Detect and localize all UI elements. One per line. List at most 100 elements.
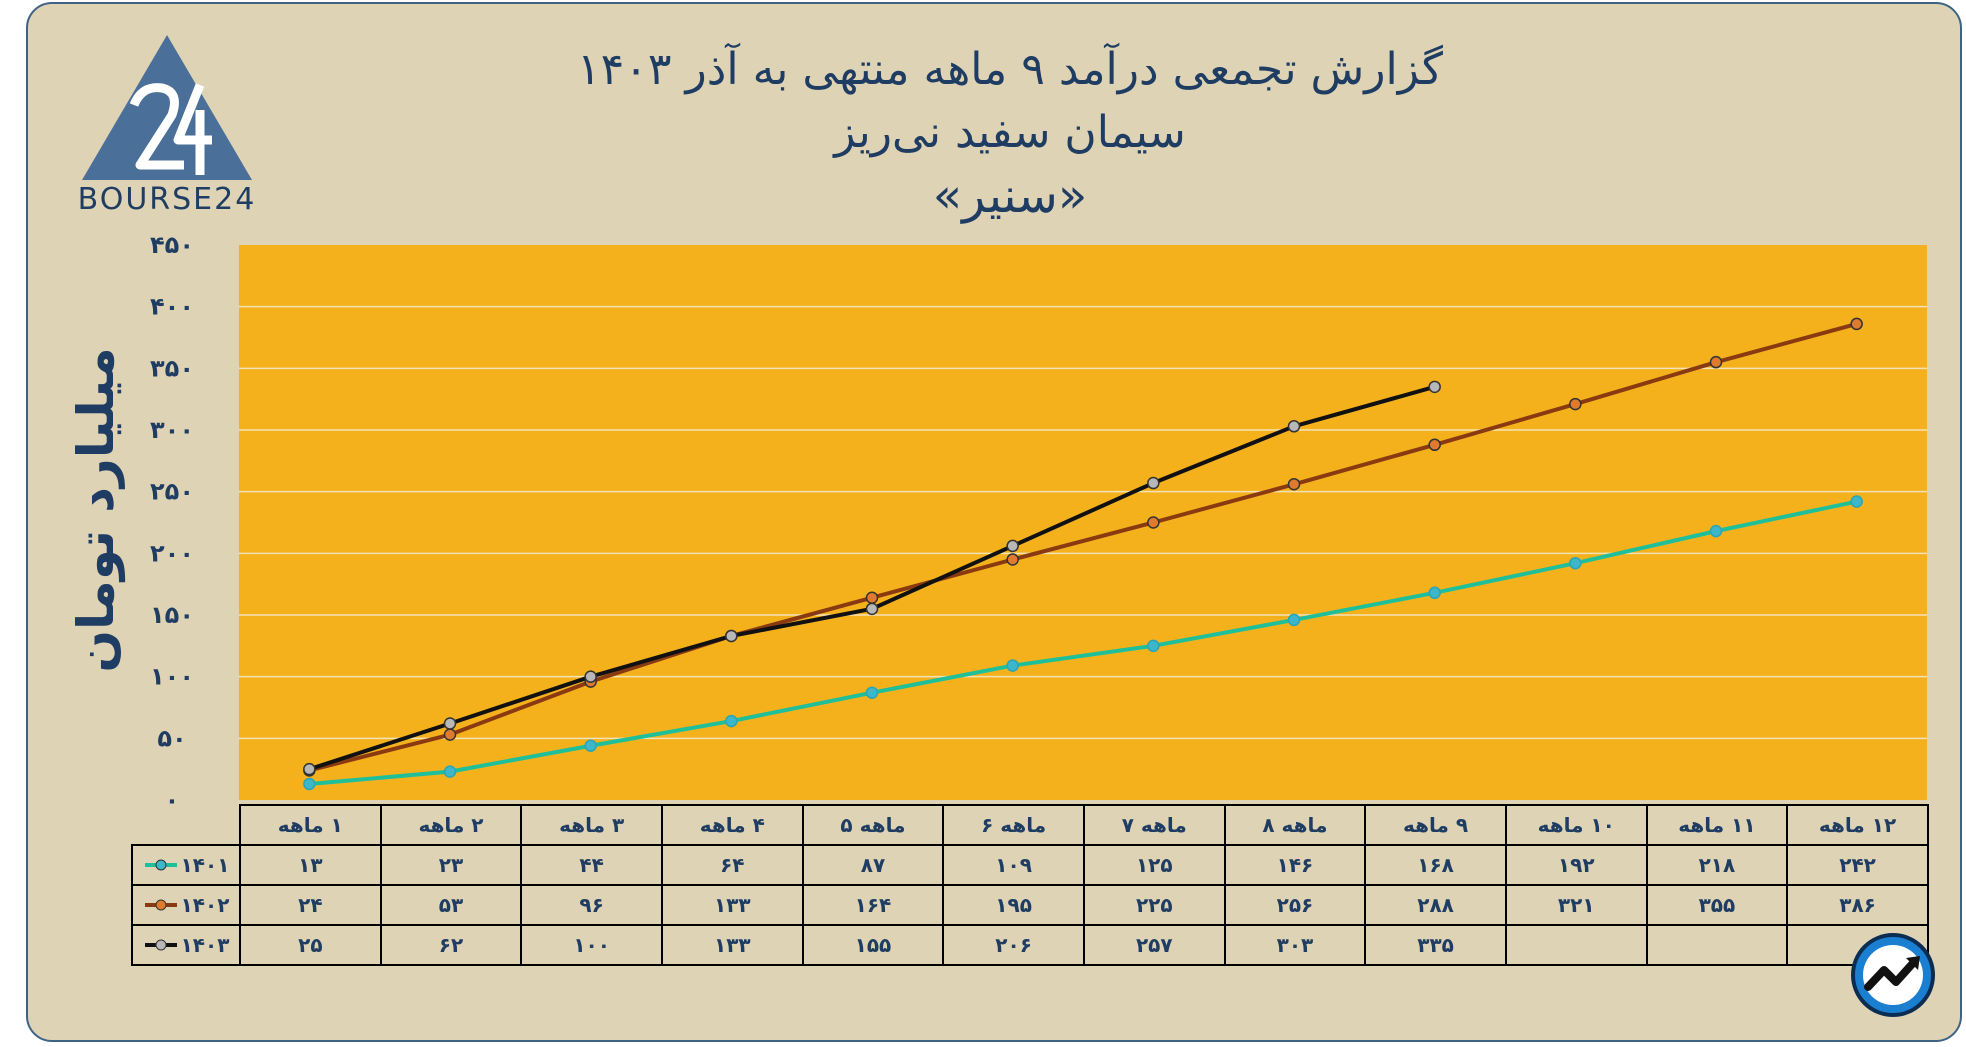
data-point bbox=[303, 777, 316, 791]
category-header: ۱۱ ماهه bbox=[1645, 804, 1789, 846]
y-tick-label: ۱۵۰ bbox=[150, 601, 194, 629]
bourse24-logo bbox=[82, 35, 252, 180]
legend-swatch bbox=[144, 939, 177, 951]
table-cell: ۳۲۱ bbox=[1504, 884, 1648, 926]
data-point bbox=[1287, 613, 1301, 627]
data-point bbox=[443, 717, 457, 730]
table-cell bbox=[1504, 924, 1648, 966]
category-header: ۲ ماهه bbox=[379, 804, 523, 846]
y-tick-label: ۴۵۰ bbox=[150, 231, 194, 259]
data-point bbox=[1569, 397, 1582, 411]
y-tick-label: ۴۰۰ bbox=[150, 293, 194, 321]
table-cell: ۱۹۵ bbox=[942, 884, 1085, 926]
table-cell: ۵۳ bbox=[379, 884, 523, 926]
table-corner bbox=[132, 805, 241, 846]
table-cell: ۱۰۰ bbox=[520, 924, 663, 966]
data-point bbox=[1569, 556, 1582, 570]
logo-text: BOURSE24 bbox=[77, 182, 257, 217]
table-cell: ۱۵۵ bbox=[801, 924, 945, 966]
table-cell: ۴۴ bbox=[520, 844, 663, 886]
title-line-1: گزارش تجمعی درآمد ۹ ماهه منتهی به آذر ۱۴… bbox=[577, 44, 1443, 95]
data-point bbox=[1006, 659, 1019, 672]
table-cell: ۳۵۵ bbox=[1645, 884, 1789, 926]
title-line-3: «سنیر» bbox=[932, 168, 1088, 224]
table-cell: ۲۵۷ bbox=[1082, 924, 1226, 966]
data-point bbox=[1428, 586, 1441, 600]
table-row: ۱۴۰۲ ۲۴ ۵۳ ۹۶ ۱۳۳ ۱۶۴ ۱۹۵ ۲۲۵ ۲۵۶ ۲۸۸ ۳۲۱ ۳۵۵ ۳۸۶ bbox=[131, 884, 1929, 926]
category-header: ماهه ۵ bbox=[801, 804, 945, 846]
table-cell: ۱۹۲ bbox=[1504, 844, 1648, 886]
category-header: ۱ ماهه bbox=[239, 804, 382, 846]
category-header: ۱۲ ماهه bbox=[1786, 804, 1929, 846]
table-cell: ۱۶۸ bbox=[1364, 844, 1507, 886]
data-point bbox=[725, 629, 738, 643]
data-point bbox=[865, 591, 879, 604]
table-cell: ۳۰۳ bbox=[1223, 924, 1367, 966]
legend-label: ۱۴۰۱ bbox=[180, 853, 230, 877]
data-point bbox=[865, 686, 879, 699]
data-point bbox=[1709, 355, 1723, 369]
table-cell: ۸۷ bbox=[801, 844, 945, 886]
table-cell: ۳۸۶ bbox=[1786, 884, 1929, 926]
title-line-2: سیمان سفید نی‌ریز bbox=[834, 107, 1186, 158]
data-point bbox=[865, 602, 879, 616]
data-point bbox=[443, 765, 457, 778]
series-line-0 bbox=[309, 499, 1858, 786]
data-point bbox=[1287, 420, 1301, 433]
y-tick-label: ۵۰ bbox=[157, 724, 186, 752]
y-tick-label: ۲۰۰ bbox=[150, 539, 194, 567]
table-cell: ۳۳۵ bbox=[1364, 924, 1507, 966]
table-row: ۱۴۰۳ ۲۵ ۶۲ ۱۰۰ ۱۳۳ ۱۵۵ ۲۰۶ ۲۵۷ ۳۰۳ ۳۳۵ bbox=[131, 924, 1929, 966]
table-cell bbox=[1645, 924, 1789, 966]
category-header: ۹ ماهه bbox=[1364, 804, 1507, 846]
y-tick-label: ۱۰۰ bbox=[150, 663, 194, 691]
table-cell: ۲۵۶ bbox=[1223, 884, 1367, 926]
legend-entry: ۱۴۰۱ bbox=[131, 844, 241, 886]
legend-entry: ۱۴۰۳ bbox=[131, 924, 241, 966]
data-point bbox=[1709, 524, 1723, 538]
table-cell: ۲۰۶ bbox=[942, 924, 1085, 966]
data-point bbox=[1850, 317, 1863, 331]
data-point bbox=[1147, 476, 1160, 490]
legend-swatch bbox=[144, 899, 177, 911]
trend-arrow-icon bbox=[1851, 933, 1935, 1017]
table-cell: ۱۳۳ bbox=[660, 884, 804, 926]
y-tick-label: ۲۵۰ bbox=[150, 478, 194, 506]
table-cell: ۱۰۹ bbox=[942, 844, 1085, 886]
table-cell: ۲۵ bbox=[239, 924, 382, 966]
data-point bbox=[1006, 539, 1019, 553]
data-point bbox=[725, 714, 738, 728]
data-point bbox=[1850, 495, 1863, 508]
table-cell: ۱۶۴ bbox=[801, 884, 945, 926]
gridlines bbox=[239, 305, 1927, 740]
data-point bbox=[303, 762, 316, 776]
data-point bbox=[1147, 516, 1160, 529]
category-header: ماهه ۷ bbox=[1082, 804, 1226, 846]
y-tick-label: ۳۵۰ bbox=[150, 354, 194, 382]
data-point bbox=[1006, 553, 1019, 566]
legend-label: ۱۴۰۳ bbox=[180, 933, 230, 957]
data-point bbox=[1147, 639, 1160, 653]
table-cell: ۲۲۵ bbox=[1082, 884, 1226, 926]
data-table: ۱ ماهه ۲ ماهه ۳ ماهه ۴ ماهه ماهه ۵ ماهه ۶ ماهه… bbox=[131, 804, 1929, 966]
table-cell: ۲۳ bbox=[379, 844, 523, 886]
table-cell: ۱۲۵ bbox=[1082, 844, 1226, 886]
table-cell: ۲۴۲ bbox=[1786, 844, 1929, 886]
table-cell: ۱۳ bbox=[239, 844, 382, 886]
table-cell: ۹۶ bbox=[520, 884, 663, 926]
y-tick-label: ۳۰۰ bbox=[150, 416, 194, 444]
data-point bbox=[584, 670, 597, 683]
data-point bbox=[584, 739, 597, 752]
category-header: ماهه ۸ bbox=[1223, 804, 1367, 846]
legend-swatch bbox=[144, 859, 177, 871]
data-point bbox=[443, 728, 457, 741]
category-header: ۴ ماهه bbox=[660, 804, 804, 846]
chart-title: گزارش تجمعی درآمد ۹ ماهه منتهی به آذر ۱۴… bbox=[420, 38, 1600, 228]
table-cell: ۶۲ bbox=[379, 924, 523, 966]
series-lines bbox=[303, 317, 1863, 791]
category-header: ۳ ماهه bbox=[520, 804, 663, 846]
category-header: ۱۰ ماهه bbox=[1504, 804, 1648, 846]
table-cell: ۲۸۸ bbox=[1364, 884, 1507, 926]
